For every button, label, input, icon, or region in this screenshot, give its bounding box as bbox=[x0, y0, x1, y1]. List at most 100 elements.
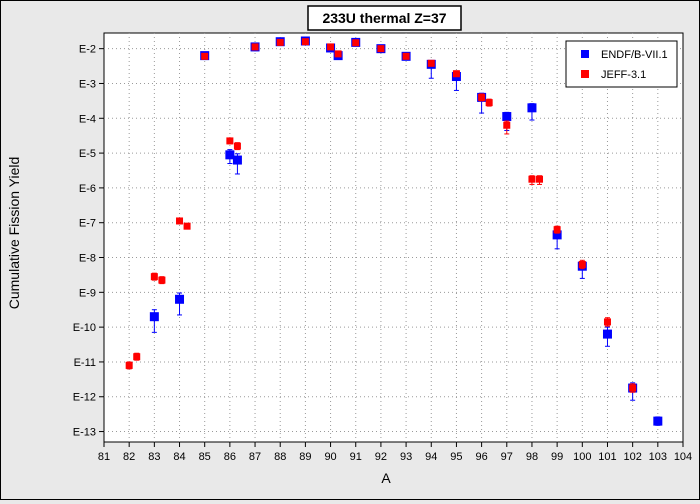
x-tick-label: 82 bbox=[123, 451, 135, 463]
x-tick-label: 96 bbox=[475, 451, 487, 463]
data-point-jeff bbox=[553, 225, 561, 234]
data-point-jeff bbox=[334, 50, 342, 58]
legend-label-endf: ENDF/B-VII.1 bbox=[601, 49, 668, 61]
point-marker bbox=[377, 45, 385, 53]
point-marker bbox=[176, 217, 184, 225]
legend-marker-jeff bbox=[581, 70, 589, 78]
x-tick-label: 89 bbox=[299, 451, 311, 463]
point-marker bbox=[485, 99, 493, 107]
y-tick-label: E-7 bbox=[79, 218, 96, 230]
x-axis-ticks: 81 82 83 84 85 86 87 88 89 90 91 92 93 94 95 96 97 98 99 10… bbox=[98, 442, 692, 463]
title-frame bbox=[307, 5, 462, 31]
data-point-jeff bbox=[301, 38, 309, 46]
data-point-jeff bbox=[578, 259, 586, 270]
data-point-jeff bbox=[133, 352, 141, 361]
x-tick-label: 83 bbox=[148, 451, 160, 463]
data-point-jeff bbox=[158, 276, 166, 285]
data-point-endf bbox=[527, 103, 537, 121]
y-tick-label: E-12 bbox=[73, 392, 96, 404]
point-marker bbox=[183, 222, 191, 230]
data-point-jeff bbox=[125, 361, 133, 370]
x-tick-label: 90 bbox=[324, 451, 336, 463]
x-tick-label: 95 bbox=[450, 451, 462, 463]
point-marker bbox=[334, 50, 342, 58]
point-marker bbox=[251, 43, 259, 51]
data-point-jeff bbox=[352, 39, 360, 47]
data-point-jeff bbox=[478, 93, 486, 102]
x-tick-label: 81 bbox=[98, 451, 110, 463]
point-marker bbox=[175, 294, 185, 304]
point-marker bbox=[503, 121, 511, 129]
data-point-jeff bbox=[183, 222, 191, 230]
x-tick-label: 101 bbox=[598, 451, 616, 463]
data-point-jeff bbox=[150, 272, 158, 281]
legend-marker-endf bbox=[581, 50, 589, 58]
x-tick-label: 93 bbox=[400, 451, 412, 463]
point-marker bbox=[226, 137, 234, 145]
point-marker bbox=[149, 312, 159, 322]
data-point-jeff bbox=[176, 217, 184, 225]
data-point-jeff bbox=[485, 98, 493, 107]
plot-area bbox=[103, 32, 684, 443]
data-point-jeff bbox=[452, 70, 460, 78]
point-marker bbox=[452, 70, 460, 78]
point-marker bbox=[125, 361, 133, 369]
x-tick-label: 91 bbox=[350, 451, 362, 463]
point-marker bbox=[150, 273, 158, 281]
y-tick-label: E-2 bbox=[79, 44, 96, 56]
x-tick-label: 85 bbox=[199, 451, 211, 463]
y-tick-label: E-8 bbox=[79, 253, 96, 265]
point-marker bbox=[629, 384, 637, 392]
y-tick-label: E-13 bbox=[73, 427, 96, 439]
data-point-jeff bbox=[233, 142, 241, 151]
chart-title: 233U thermal Z=37 bbox=[322, 10, 446, 26]
data-point-endf bbox=[653, 416, 663, 426]
legend-frame bbox=[565, 40, 678, 88]
x-axis-label: A bbox=[381, 470, 391, 486]
point-marker bbox=[502, 112, 512, 122]
point-marker bbox=[158, 276, 166, 284]
title-box: 233U thermal Z=37 bbox=[307, 5, 462, 31]
y-axis-label: Cumulative Fission Yield bbox=[6, 157, 22, 310]
x-tick-label: 103 bbox=[649, 451, 667, 463]
x-tick-label: 92 bbox=[375, 451, 387, 463]
point-marker bbox=[528, 175, 536, 183]
point-marker bbox=[232, 155, 242, 165]
data-point-endf bbox=[175, 292, 185, 316]
x-tick-label: 104 bbox=[674, 451, 692, 463]
point-marker bbox=[225, 150, 235, 160]
point-marker bbox=[233, 142, 241, 150]
data-point-jeff bbox=[629, 383, 637, 393]
x-tick-label: 102 bbox=[623, 451, 641, 463]
point-marker bbox=[578, 260, 586, 268]
grid-lines bbox=[104, 33, 683, 442]
data-point-jeff bbox=[251, 43, 259, 51]
y-tick-label: E-6 bbox=[79, 183, 96, 195]
y-tick-label: E-3 bbox=[79, 78, 96, 90]
x-tick-label: 86 bbox=[224, 451, 236, 463]
point-marker bbox=[427, 59, 435, 67]
y-tick-label: E-4 bbox=[79, 113, 96, 125]
point-marker bbox=[553, 226, 561, 234]
x-tick-label: 87 bbox=[249, 451, 261, 463]
y-axis-ticks: E-2 E-3 E-4 E-5 E-6 E-7 E-8 E-9 E-10 E-11 E-12 E-13 bbox=[73, 44, 104, 439]
data-point-endf bbox=[149, 309, 159, 333]
data-point-endf bbox=[232, 153, 242, 175]
point-marker bbox=[552, 230, 562, 240]
data-point-jeff bbox=[503, 120, 511, 135]
data-point-jeff bbox=[201, 52, 209, 60]
x-tick-label: 97 bbox=[501, 451, 513, 463]
legend: ENDF/B-VII.1 JEFF-3.1 bbox=[565, 40, 678, 88]
data-point-jeff bbox=[402, 52, 410, 60]
y-tick-label: E-5 bbox=[79, 148, 96, 160]
data-point-jeff bbox=[226, 137, 234, 145]
point-marker bbox=[527, 103, 537, 113]
x-tick-label: 88 bbox=[274, 451, 286, 463]
data-point-endf bbox=[602, 326, 612, 347]
point-marker bbox=[133, 353, 141, 361]
data-marks bbox=[125, 36, 663, 426]
x-tick-label: 100 bbox=[573, 451, 591, 463]
point-marker bbox=[402, 52, 410, 60]
